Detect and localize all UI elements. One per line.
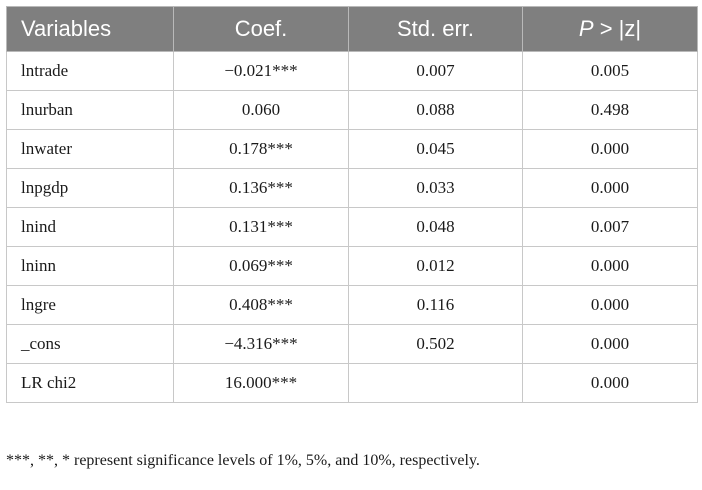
cell-variable: lnind xyxy=(6,207,174,247)
table-row: LR chi2 16.000*** 0.000 xyxy=(6,363,698,403)
cell-coef: 0.131*** xyxy=(173,207,349,247)
cell-p-value: 0.498 xyxy=(522,90,698,130)
cell-std-err: 0.045 xyxy=(348,129,523,169)
results-table-container: Variables Coef. Std. err. P > |z| lntrad… xyxy=(6,6,698,403)
cell-p-value: 0.007 xyxy=(522,207,698,247)
cell-coef: 0.136*** xyxy=(173,168,349,208)
cell-std-err xyxy=(348,363,523,403)
cell-coef: −0.021*** xyxy=(173,51,349,91)
results-table: Variables Coef. Std. err. P > |z| lntrad… xyxy=(6,6,698,403)
cell-p-value: 0.000 xyxy=(522,285,698,325)
cell-coef: 16.000*** xyxy=(173,363,349,403)
cell-p-value: 0.000 xyxy=(522,129,698,169)
cell-std-err: 0.502 xyxy=(348,324,523,364)
cell-std-err: 0.048 xyxy=(348,207,523,247)
table-row: lnurban 0.060 0.088 0.498 xyxy=(6,90,698,130)
cell-p-value: 0.000 xyxy=(522,168,698,208)
cell-std-err: 0.033 xyxy=(348,168,523,208)
table-row: lninn 0.069*** 0.012 0.000 xyxy=(6,246,698,286)
cell-coef: 0.408*** xyxy=(173,285,349,325)
cell-p-value: 0.000 xyxy=(522,324,698,364)
cell-variable: lnwater xyxy=(6,129,174,169)
cell-variable: lntrade xyxy=(6,51,174,91)
header-coef: Coef. xyxy=(173,6,349,52)
header-p-rest: > |z| xyxy=(593,16,642,41)
cell-coef: 0.178*** xyxy=(173,129,349,169)
table-footnote: ***, **, * represent significance levels… xyxy=(6,452,480,469)
header-variables: Variables xyxy=(6,6,174,52)
table-row: _cons −4.316*** 0.502 0.000 xyxy=(6,324,698,364)
header-p-value: P > |z| xyxy=(522,6,698,52)
cell-variable: LR chi2 xyxy=(6,363,174,403)
cell-std-err: 0.012 xyxy=(348,246,523,286)
cell-p-value: 0.005 xyxy=(522,51,698,91)
table-body: lntrade −0.021*** 0.007 0.005 lnurban 0.060 0.… xyxy=(6,51,698,403)
table-row: lngre 0.408*** 0.116 0.000 xyxy=(6,285,698,325)
table-row: lnind 0.131*** 0.048 0.007 xyxy=(6,207,698,247)
cell-coef: 0.060 xyxy=(173,90,349,130)
cell-coef: −4.316*** xyxy=(173,324,349,364)
cell-variable: lninn xyxy=(6,246,174,286)
cell-variable: lngre xyxy=(6,285,174,325)
header-p-italic: P xyxy=(578,16,594,41)
table-row: lnpgdp 0.136*** 0.033 0.000 xyxy=(6,168,698,208)
cell-p-value: 0.000 xyxy=(522,363,698,403)
cell-variable: lnpgdp xyxy=(6,168,174,208)
cell-variable: lnurban xyxy=(6,90,174,130)
cell-p-value: 0.000 xyxy=(522,246,698,286)
cell-std-err: 0.088 xyxy=(348,90,523,130)
cell-coef: 0.069*** xyxy=(173,246,349,286)
table-row: lnwater 0.178*** 0.045 0.000 xyxy=(6,129,698,169)
cell-std-err: 0.116 xyxy=(348,285,523,325)
cell-std-err: 0.007 xyxy=(348,51,523,91)
table-header-row: Variables Coef. Std. err. P > |z| xyxy=(6,6,698,52)
cell-variable: _cons xyxy=(6,324,174,364)
header-std-err: Std. err. xyxy=(348,6,523,52)
table-row: lntrade −0.021*** 0.007 0.005 xyxy=(6,51,698,91)
